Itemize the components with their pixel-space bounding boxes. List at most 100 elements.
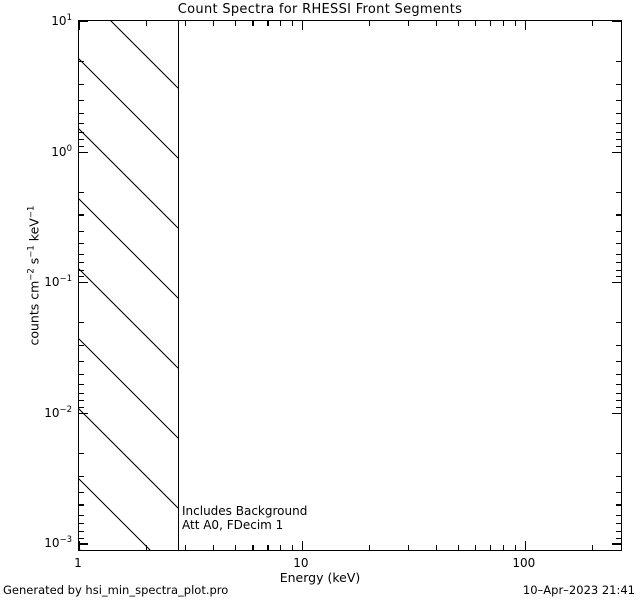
x-tick-minor-top <box>369 21 371 26</box>
x-tick-major-top <box>301 21 304 30</box>
y-tick-major-right <box>612 282 621 284</box>
y-tick-minor-right <box>616 322 621 324</box>
y-tick-minor <box>79 243 84 245</box>
y-tick-minor <box>79 523 84 525</box>
y-tick-minor-right <box>616 61 621 63</box>
x-tick-minor-top <box>213 21 215 26</box>
x-tick-minor-top <box>490 21 492 26</box>
y-tick-minor-right <box>616 530 621 532</box>
x-tick-minor-top <box>146 21 148 26</box>
x-tick-minor <box>591 545 594 550</box>
y-tick-minor-right <box>616 100 621 102</box>
x-tick-label: 10 <box>293 556 309 570</box>
y-tick-minor-right <box>616 243 621 245</box>
y-tick-major <box>79 412 88 414</box>
y-tick-minor-right <box>616 276 621 278</box>
y-tick-minor-right <box>616 345 621 347</box>
x-tick-major <box>301 541 304 550</box>
y-tick-major-right <box>612 412 621 414</box>
y-tick-minor <box>79 214 84 216</box>
x-tick-minor-top <box>291 21 293 26</box>
y-tick-minor-right <box>616 523 621 525</box>
x-tick-minor <box>185 545 187 550</box>
y-tick-minor <box>79 537 84 539</box>
y-tick-minor-right <box>616 504 621 506</box>
y-tick-minor-right <box>616 122 621 125</box>
y-tick-major <box>79 21 88 23</box>
y-tick-minor <box>79 361 84 363</box>
x-tick-minor <box>408 545 410 550</box>
x-tick-minor-top <box>475 21 477 26</box>
x-tick-minor <box>503 545 505 550</box>
y-tick-label: 100 <box>51 143 72 159</box>
y-tick-major <box>79 151 88 153</box>
y-tick-minor-right <box>616 373 621 375</box>
x-tick-minor <box>475 545 477 550</box>
y-tick-minor <box>79 392 84 394</box>
y-tick-major-right <box>612 151 621 153</box>
y-tick-minor <box>79 491 84 493</box>
y-tick-minor <box>79 400 84 402</box>
y-tick-minor <box>79 452 84 454</box>
x-tick-minor-top <box>267 21 269 26</box>
x-tick-minor <box>252 545 254 550</box>
y-tick-minor-right <box>616 262 621 264</box>
y-tick-minor-right <box>616 145 621 147</box>
x-tick-minor <box>436 545 438 550</box>
x-tick-major-top <box>79 21 81 30</box>
x-tick-minor-top <box>234 21 236 26</box>
y-tick-minor-right <box>616 191 621 193</box>
y-tick-minor <box>79 406 84 409</box>
y-tick-minor-right <box>616 406 621 409</box>
footer-generated-by: Generated by hsi_min_spectra_plot.pro <box>3 583 229 597</box>
y-tick-minor <box>79 131 84 133</box>
annotation-line-1: Includes Background <box>182 504 308 518</box>
y-tick-minor-right <box>616 83 621 85</box>
plot-annotation: Includes Background Att A0, FDecim 1 <box>182 504 307 532</box>
x-tick-minor <box>146 545 148 550</box>
y-tick-minor-right <box>616 475 621 477</box>
y-tick-minor <box>79 191 84 193</box>
y-tick-minor <box>79 61 84 63</box>
y-tick-minor <box>79 530 84 532</box>
x-tick-minor <box>280 545 282 550</box>
chart-title: Count Spectra for RHESSI Front Segments <box>177 2 463 17</box>
y-tick-minor-right <box>616 491 621 493</box>
x-tick-minor-top <box>436 21 438 26</box>
x-tick-major <box>524 541 526 550</box>
y-tick-major <box>79 282 88 284</box>
x-tick-minor <box>291 545 293 550</box>
y-tick-minor-right <box>616 452 621 454</box>
x-tick-minor-top <box>503 21 505 26</box>
x-tick-label: 100 <box>512 556 536 570</box>
y-tick-minor-right <box>616 253 621 255</box>
y-tick-minor <box>79 345 84 347</box>
y-tick-minor-right <box>616 392 621 394</box>
x-tick-minor <box>234 545 236 550</box>
y-tick-label: 10−2 <box>44 404 72 420</box>
x-tick-minor <box>490 545 492 550</box>
y-tick-minor <box>79 83 84 85</box>
y-tick-minor <box>79 253 84 255</box>
x-axis-title: Energy (keV) <box>279 570 361 585</box>
y-tick-major <box>79 543 88 545</box>
y-tick-minor <box>79 262 84 264</box>
y-tick-label: 101 <box>51 13 72 28</box>
y-tick-minor-right <box>616 112 621 114</box>
y-tick-minor <box>79 322 84 324</box>
x-tick-minor-top <box>280 21 282 26</box>
y-tick-minor <box>79 230 84 232</box>
y-tick-minor <box>79 100 84 102</box>
y-tick-minor-right <box>616 384 621 386</box>
y-tick-minor <box>79 122 84 125</box>
y-tick-minor <box>79 112 84 114</box>
footer-timestamp: 10–Apr–2023 21:41 <box>522 583 635 597</box>
plot-area: Includes Background Att A0, FDecim 1 <box>78 20 622 551</box>
y-tick-major-right <box>612 543 621 545</box>
y-tick-minor-right <box>616 361 621 363</box>
y-tick-major-right <box>612 21 621 23</box>
y-tick-minor-right <box>616 214 621 216</box>
y-tick-minor-right <box>616 131 621 133</box>
y-tick-minor <box>79 475 84 477</box>
